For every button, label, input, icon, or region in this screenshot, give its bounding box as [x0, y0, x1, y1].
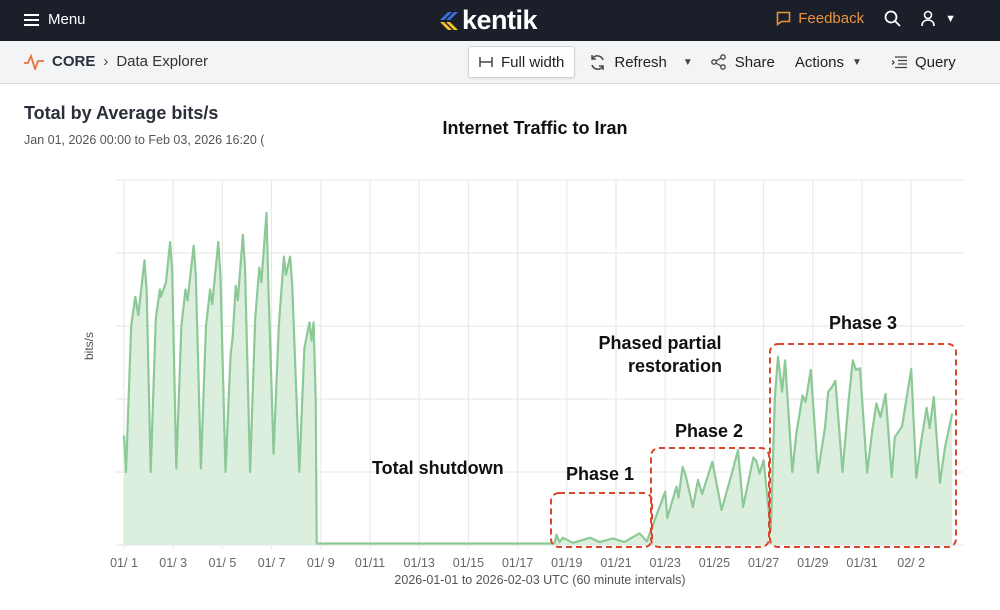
panel-title: Total by Average bits/s — [24, 103, 219, 123]
share-icon — [710, 54, 726, 70]
menu-label: Menu — [48, 11, 86, 28]
query-button[interactable]: Query — [882, 46, 966, 78]
breadcrumb-data-explorer: Data Explorer — [116, 53, 209, 70]
share-label: Share — [734, 53, 775, 71]
annotation-phase-1: Phase 1 — [566, 464, 635, 484]
phase-1-box — [550, 492, 653, 548]
annotation-restoration-line1: Phased partial — [598, 333, 722, 353]
refresh-label: Refresh — [614, 53, 667, 71]
actions-button[interactable]: Actions ▼ — [785, 46, 872, 78]
x-tick-label: 01/ 5 — [208, 556, 236, 570]
hamburger-icon — [24, 13, 39, 26]
traffic-series-line — [122, 211, 954, 545]
breadcrumb: CORE › Data Explorer — [24, 53, 208, 70]
annotation-total-shutdown: Total shutdown — [372, 458, 504, 478]
pulse-icon — [24, 53, 44, 70]
kentik-logo-mark-icon — [440, 11, 458, 30]
chat-bubble-icon — [776, 11, 791, 26]
x-tick-label: 01/23 — [650, 556, 681, 570]
page-toolbar: CORE › Data Explorer Full width Refresh … — [0, 41, 1000, 84]
query-list-icon — [891, 55, 907, 68]
share-button[interactable]: Share — [701, 46, 785, 78]
x-tick-label: 01/21 — [600, 556, 631, 570]
phase-3-box — [769, 343, 957, 548]
panel-time-range: Jan 01, 2026 00:00 to Feb 03, 2026 16:20… — [24, 133, 265, 147]
x-tick-label: 01/13 — [404, 556, 435, 570]
x-tick-label: 01/ 7 — [258, 556, 286, 570]
kentik-logo[interactable]: kentik — [436, 5, 538, 36]
user-menu-button[interactable]: ▼ — [921, 10, 956, 27]
annotation-restoration: Phased partial restoration — [590, 332, 730, 378]
x-tick-label: 01/ 3 — [159, 556, 187, 570]
x-tick-label: 01/11 — [355, 556, 385, 570]
chart-title: Internet Traffic to Iran — [442, 118, 628, 138]
x-tick-label: 01/27 — [748, 556, 779, 570]
full-width-label: Full width — [501, 53, 565, 71]
x-tick-label: 01/15 — [453, 556, 484, 570]
x-tick-label: 01/17 — [502, 556, 533, 570]
chevron-down-icon: ▼ — [852, 56, 862, 68]
x-tick-label: 02/ 2 — [897, 556, 925, 570]
refresh-dropdown-chevron-icon[interactable]: ▼ — [682, 56, 693, 68]
x-axis-label: 2026-01-01 to 2026-02-03 UTC (60 minute … — [394, 573, 686, 587]
search-icon[interactable] — [884, 10, 901, 27]
annotation-phase-2: Phase 2 — [675, 421, 744, 441]
refresh-icon — [591, 54, 605, 70]
query-label: Query — [914, 53, 956, 71]
feedback-label: Feedback — [798, 10, 865, 27]
actions-label: Actions — [794, 53, 845, 71]
feedback-button[interactable]: Feedback — [776, 10, 864, 27]
x-tick-label: 01/19 — [551, 556, 582, 570]
chevron-down-icon: ▼ — [945, 12, 956, 25]
x-tick-label: 01/29 — [797, 556, 828, 570]
annotation-phase-3: Phase 3 — [829, 313, 898, 333]
x-tick-label: 01/ 9 — [307, 556, 335, 570]
user-icon — [921, 10, 935, 27]
expand-horizontal-icon — [479, 57, 493, 67]
menu-button[interactable]: Menu — [24, 11, 86, 28]
refresh-button[interactable]: Refresh — [579, 46, 677, 78]
x-tick-label: 01/31 — [846, 556, 877, 570]
full-width-button[interactable]: Full width — [468, 46, 576, 78]
logo-text: kentik — [462, 5, 538, 35]
chevron-right-icon: › — [103, 53, 109, 70]
annotation-restoration-line2: restoration — [627, 356, 723, 376]
traffic-area-fill — [124, 212, 953, 545]
x-tick-label: 01/ 1 — [110, 556, 138, 570]
breadcrumb-core[interactable]: CORE — [52, 53, 96, 70]
x-tick-label: 01/25 — [699, 556, 730, 570]
top-nav-bar: Menu kentik Feedback ▼ — [0, 0, 1000, 41]
